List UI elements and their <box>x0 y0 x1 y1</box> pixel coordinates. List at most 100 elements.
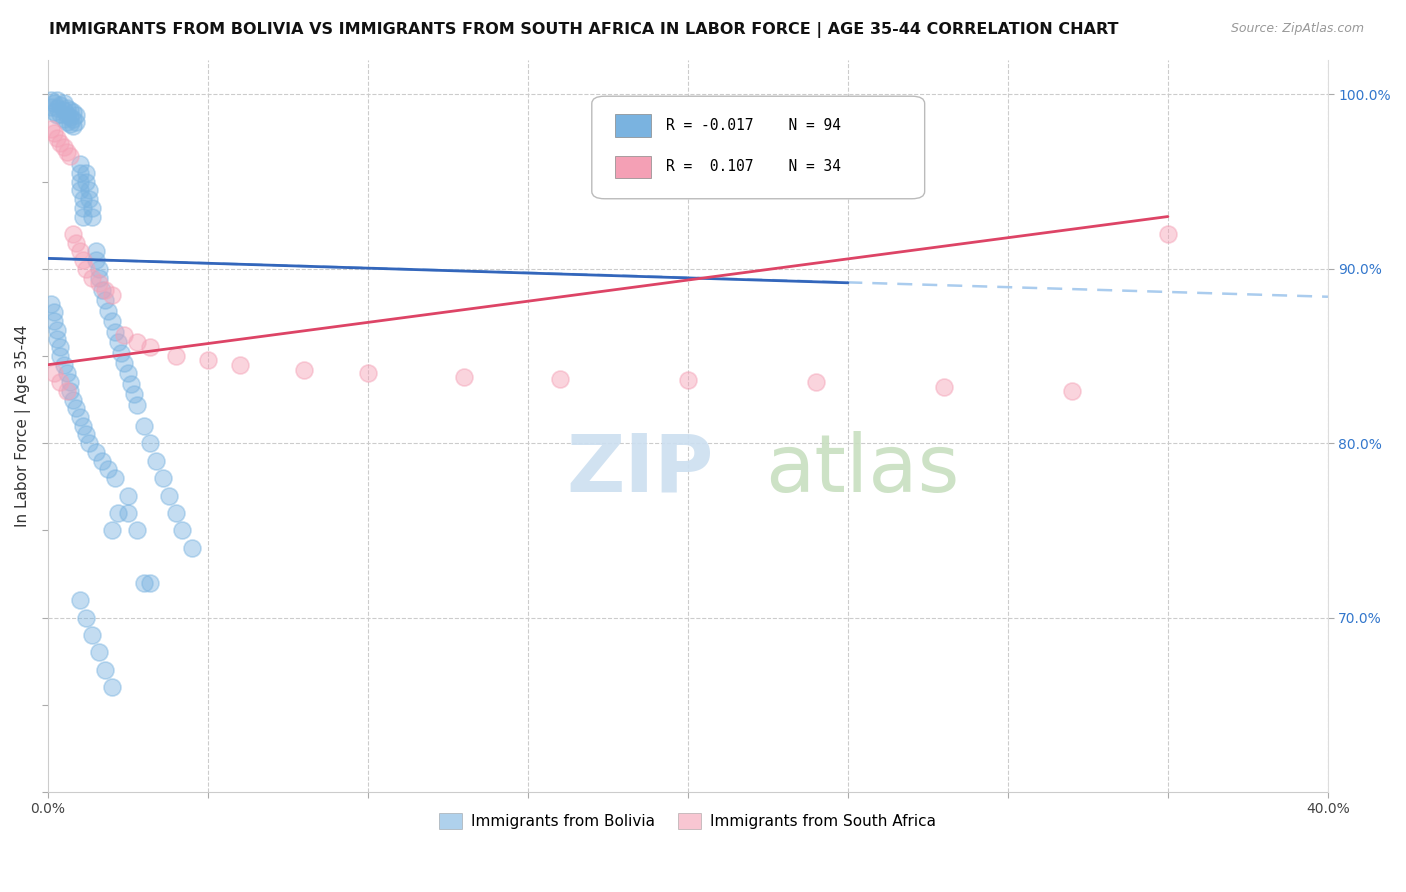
Point <box>75 175 97 189</box>
Point <box>49 375 72 389</box>
Point <box>120 376 142 391</box>
Point <box>127 398 149 412</box>
Point <box>72 201 94 215</box>
Point <box>932 380 955 394</box>
Point <box>75 166 97 180</box>
Text: ZIP: ZIP <box>567 431 713 508</box>
Point <box>165 349 187 363</box>
Point <box>94 293 117 308</box>
Point <box>84 253 107 268</box>
Point <box>165 506 187 520</box>
Point <box>97 303 120 318</box>
Point <box>46 323 69 337</box>
Point <box>82 628 104 642</box>
Point <box>39 296 62 310</box>
Point <box>42 96 65 111</box>
Point <box>228 358 250 372</box>
Point <box>87 645 110 659</box>
Point <box>97 462 120 476</box>
Point <box>676 374 699 388</box>
Point <box>56 384 79 398</box>
Point <box>117 489 139 503</box>
Point <box>49 98 72 112</box>
Point <box>94 283 117 297</box>
Point <box>453 370 475 384</box>
Point <box>139 436 162 450</box>
Point <box>292 363 315 377</box>
Point <box>1157 227 1180 241</box>
Point <box>110 345 132 359</box>
Point <box>46 131 69 145</box>
Point <box>72 192 94 206</box>
Point <box>72 418 94 433</box>
Point <box>77 192 100 206</box>
Point <box>52 140 75 154</box>
Point <box>87 261 110 276</box>
Point <box>77 183 100 197</box>
Point <box>94 663 117 677</box>
Point <box>107 506 129 520</box>
Point <box>69 593 91 607</box>
Point <box>91 283 114 297</box>
Point <box>72 253 94 268</box>
Point <box>62 119 84 133</box>
Point <box>59 375 82 389</box>
Point <box>39 122 62 136</box>
Point <box>100 288 122 302</box>
Point <box>39 93 62 107</box>
Point <box>172 524 194 538</box>
Point <box>197 352 219 367</box>
Text: R =  0.107    N = 34: R = 0.107 N = 34 <box>666 160 841 175</box>
Point <box>56 145 79 159</box>
Point <box>42 126 65 140</box>
Point <box>65 235 87 250</box>
Point <box>49 136 72 151</box>
Point <box>46 102 69 116</box>
Point <box>62 112 84 126</box>
Point <box>104 471 127 485</box>
Point <box>114 356 136 370</box>
Point <box>56 108 79 122</box>
Point <box>357 367 380 381</box>
Point <box>72 210 94 224</box>
Point <box>42 305 65 319</box>
Point <box>139 575 162 590</box>
Point <box>39 100 62 114</box>
Point <box>56 115 79 129</box>
Point <box>65 108 87 122</box>
Point <box>152 471 174 485</box>
Point <box>145 453 167 467</box>
Point <box>82 270 104 285</box>
Point <box>62 104 84 119</box>
Point <box>75 427 97 442</box>
Point <box>46 93 69 107</box>
Point <box>49 349 72 363</box>
Point <box>59 148 82 162</box>
Point <box>804 375 827 389</box>
Point <box>75 610 97 624</box>
Point <box>65 401 87 416</box>
FancyBboxPatch shape <box>592 96 925 199</box>
Point <box>69 410 91 425</box>
Text: R = -0.017    N = 94: R = -0.017 N = 94 <box>666 118 841 133</box>
Point <box>49 106 72 120</box>
Point <box>84 445 107 459</box>
Point <box>132 575 155 590</box>
Point <box>59 103 82 118</box>
Point <box>52 112 75 126</box>
Point <box>56 102 79 116</box>
Point <box>132 418 155 433</box>
Point <box>100 681 122 695</box>
Text: IMMIGRANTS FROM BOLIVIA VS IMMIGRANTS FROM SOUTH AFRICA IN LABOR FORCE | AGE 35-: IMMIGRANTS FROM BOLIVIA VS IMMIGRANTS FR… <box>49 22 1119 38</box>
Point <box>180 541 202 555</box>
Point <box>117 506 139 520</box>
Point <box>42 314 65 328</box>
Point <box>62 392 84 407</box>
Point <box>157 489 180 503</box>
Y-axis label: In Labor Force | Age 35-44: In Labor Force | Age 35-44 <box>15 325 31 527</box>
Point <box>59 384 82 398</box>
Point <box>122 387 145 401</box>
Point <box>75 261 97 276</box>
Point <box>100 524 122 538</box>
Point <box>548 372 571 386</box>
